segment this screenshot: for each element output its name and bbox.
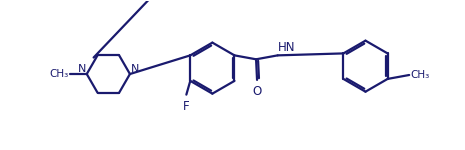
- Text: HN: HN: [278, 41, 296, 54]
- Text: N: N: [78, 64, 86, 74]
- Text: F: F: [183, 100, 190, 112]
- Text: CH₃: CH₃: [410, 70, 429, 80]
- Text: CH₃: CH₃: [50, 69, 69, 79]
- Text: O: O: [252, 85, 262, 98]
- Text: N: N: [130, 64, 139, 74]
